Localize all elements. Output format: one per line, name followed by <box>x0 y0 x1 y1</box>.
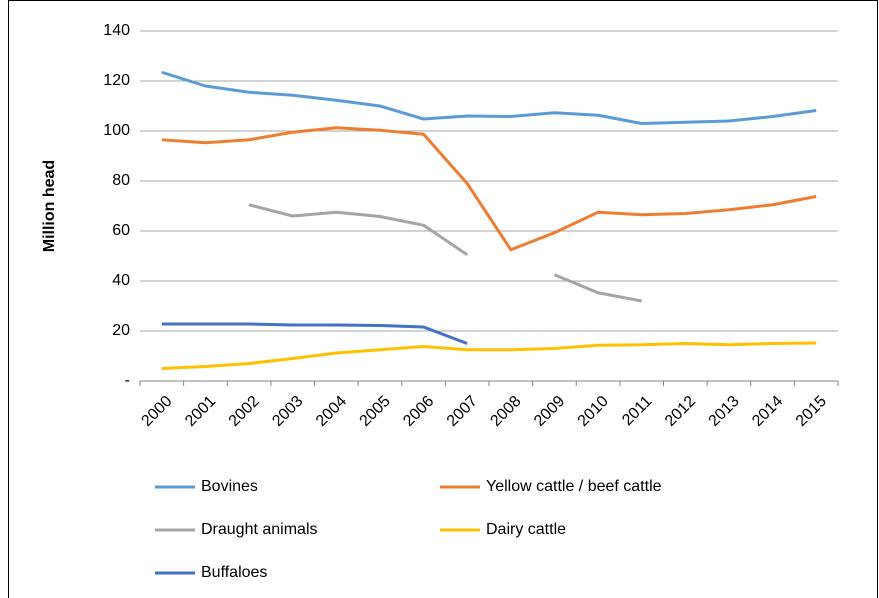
series-line <box>161 126 817 252</box>
x-tick-label: 2010 <box>575 393 612 430</box>
chart-frame <box>8 0 878 598</box>
legend-label: Buffaloes <box>201 564 267 581</box>
x-tick-label: 2000 <box>138 393 175 430</box>
x-tick-label: 2003 <box>269 393 306 430</box>
x-tick-label: 2009 <box>531 393 568 430</box>
y-tick-label: 100 <box>103 122 130 139</box>
legend-label: Bovines <box>201 478 258 495</box>
x-tick-label: 2015 <box>793 393 830 430</box>
x-tick-label: 2007 <box>444 393 481 430</box>
x-tick-label: 2013 <box>706 393 743 430</box>
y-tick-label: 120 <box>103 72 130 89</box>
x-tick-label: 2005 <box>357 393 394 430</box>
x-tick-label: 2006 <box>400 393 437 430</box>
legend-label: Draught animals <box>201 521 318 538</box>
series-line <box>248 203 642 303</box>
y-tick-label: 20 <box>112 322 130 339</box>
x-tick-label: 2011 <box>619 393 655 429</box>
series-line <box>161 70 817 125</box>
y-tick-label: 80 <box>112 172 130 189</box>
series-line <box>161 322 468 345</box>
series-line <box>161 341 817 370</box>
x-tick-label: 2014 <box>749 393 786 430</box>
y-axis-label: Million head <box>41 160 58 252</box>
y-tick-label: - <box>125 372 130 389</box>
x-tick-label: 2002 <box>226 393 263 430</box>
legend-label: Dairy cattle <box>486 521 566 538</box>
y-tick-label: 40 <box>112 272 130 289</box>
x-tick-label: 2012 <box>662 393 699 430</box>
x-tick-label: 2008 <box>487 393 524 430</box>
x-tick-label: 2001 <box>182 393 219 430</box>
y-tick-label: 140 <box>103 22 130 39</box>
y-tick-label: 60 <box>112 222 130 239</box>
legend-label: Yellow cattle / beef cattle <box>486 478 662 495</box>
x-tick-label: 2004 <box>313 393 350 430</box>
